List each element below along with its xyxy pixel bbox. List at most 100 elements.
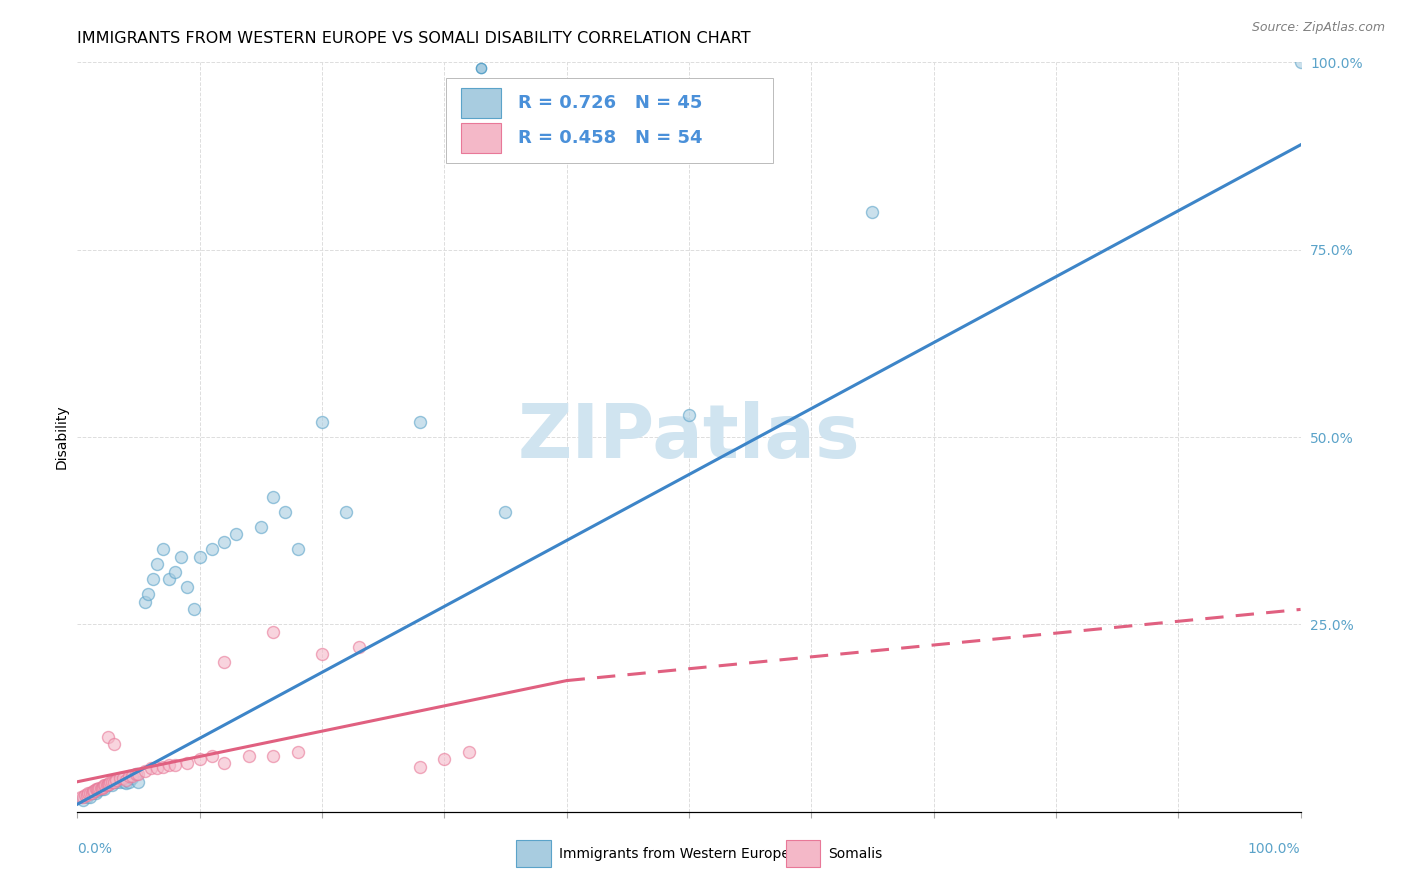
Point [93, 779, 115, 793]
Point [93, 782, 115, 797]
Text: 0.0%: 0.0% [77, 842, 112, 855]
Point [262, 490, 284, 504]
Point [136, 587, 159, 601]
Point [433, 752, 456, 766]
Point [90, 780, 112, 795]
Point [105, 773, 128, 788]
Text: Immigrants from Western Europe: Immigrants from Western Europe [560, 847, 790, 861]
Point [89, 780, 111, 795]
Point [134, 764, 156, 778]
Point [152, 760, 174, 774]
Point [188, 752, 211, 766]
Text: Somalis: Somalis [828, 847, 883, 861]
Point [96, 779, 118, 793]
Point [152, 542, 174, 557]
Text: IMMIGRANTS FROM WESTERN EUROPE VS SOMALI DISABILITY CORRELATION CHART: IMMIGRANTS FROM WESTERN EUROPE VS SOMALI… [77, 31, 751, 46]
Text: 100.0%: 100.0% [1249, 842, 1301, 855]
Point [262, 624, 284, 639]
Point [111, 771, 134, 785]
Point [678, 408, 700, 422]
Point [409, 415, 432, 429]
Point [127, 774, 149, 789]
Point [97, 777, 120, 791]
Point [225, 527, 247, 541]
Point [212, 535, 235, 549]
Point [112, 774, 135, 789]
Point [86, 782, 108, 797]
Point [76, 789, 98, 803]
Point [72, 789, 94, 804]
Point [165, 565, 187, 579]
Point [83, 783, 105, 797]
Point [409, 760, 432, 774]
Point [142, 573, 165, 587]
Point [1289, 55, 1312, 70]
Point [115, 773, 138, 788]
Point [108, 774, 131, 789]
Point [287, 542, 309, 557]
FancyBboxPatch shape [461, 123, 501, 153]
Point [335, 505, 357, 519]
Point [470, 61, 492, 75]
Point [311, 415, 333, 429]
Point [201, 542, 224, 557]
FancyBboxPatch shape [786, 840, 820, 867]
Point [238, 748, 260, 763]
Point [79, 786, 101, 800]
Point [79, 789, 101, 804]
Point [100, 774, 122, 789]
Point [262, 748, 284, 763]
Point [121, 771, 143, 785]
Point [118, 769, 141, 783]
Point [183, 602, 205, 616]
FancyBboxPatch shape [446, 78, 773, 163]
Point [70, 789, 93, 804]
Point [134, 595, 156, 609]
Point [118, 774, 141, 789]
Point [201, 748, 224, 763]
Text: R = 0.726   N = 45: R = 0.726 N = 45 [517, 94, 702, 112]
Point [91, 780, 114, 794]
Point [87, 782, 110, 797]
Point [188, 549, 211, 564]
Point [157, 573, 180, 587]
Point [165, 758, 187, 772]
Point [287, 745, 309, 759]
Point [72, 793, 94, 807]
Point [90, 780, 112, 795]
Point [89, 782, 111, 797]
Point [212, 655, 235, 669]
Point [862, 205, 884, 219]
Text: R = 0.458   N = 54: R = 0.458 N = 54 [517, 129, 702, 147]
Point [146, 761, 169, 775]
Point [457, 745, 479, 759]
Point [170, 549, 193, 564]
Point [115, 776, 138, 790]
Point [73, 789, 96, 803]
Point [86, 783, 108, 797]
Point [212, 756, 235, 770]
Point [139, 761, 162, 775]
Point [176, 580, 198, 594]
Point [157, 758, 180, 772]
Point [84, 786, 107, 800]
Point [77, 786, 100, 800]
Point [127, 767, 149, 781]
Point [274, 505, 297, 519]
Point [125, 767, 148, 781]
Point [146, 558, 169, 572]
Point [80, 786, 103, 800]
Point [103, 774, 125, 789]
Point [97, 779, 120, 793]
Text: Source: ZipAtlas.com: Source: ZipAtlas.com [1251, 21, 1385, 34]
Point [82, 783, 104, 797]
Point [311, 648, 333, 662]
Point [97, 730, 120, 744]
Point [103, 737, 125, 751]
Point [80, 786, 103, 800]
Point [84, 782, 107, 797]
FancyBboxPatch shape [461, 88, 501, 118]
Point [103, 774, 125, 789]
Point [100, 779, 122, 793]
Point [94, 779, 117, 793]
